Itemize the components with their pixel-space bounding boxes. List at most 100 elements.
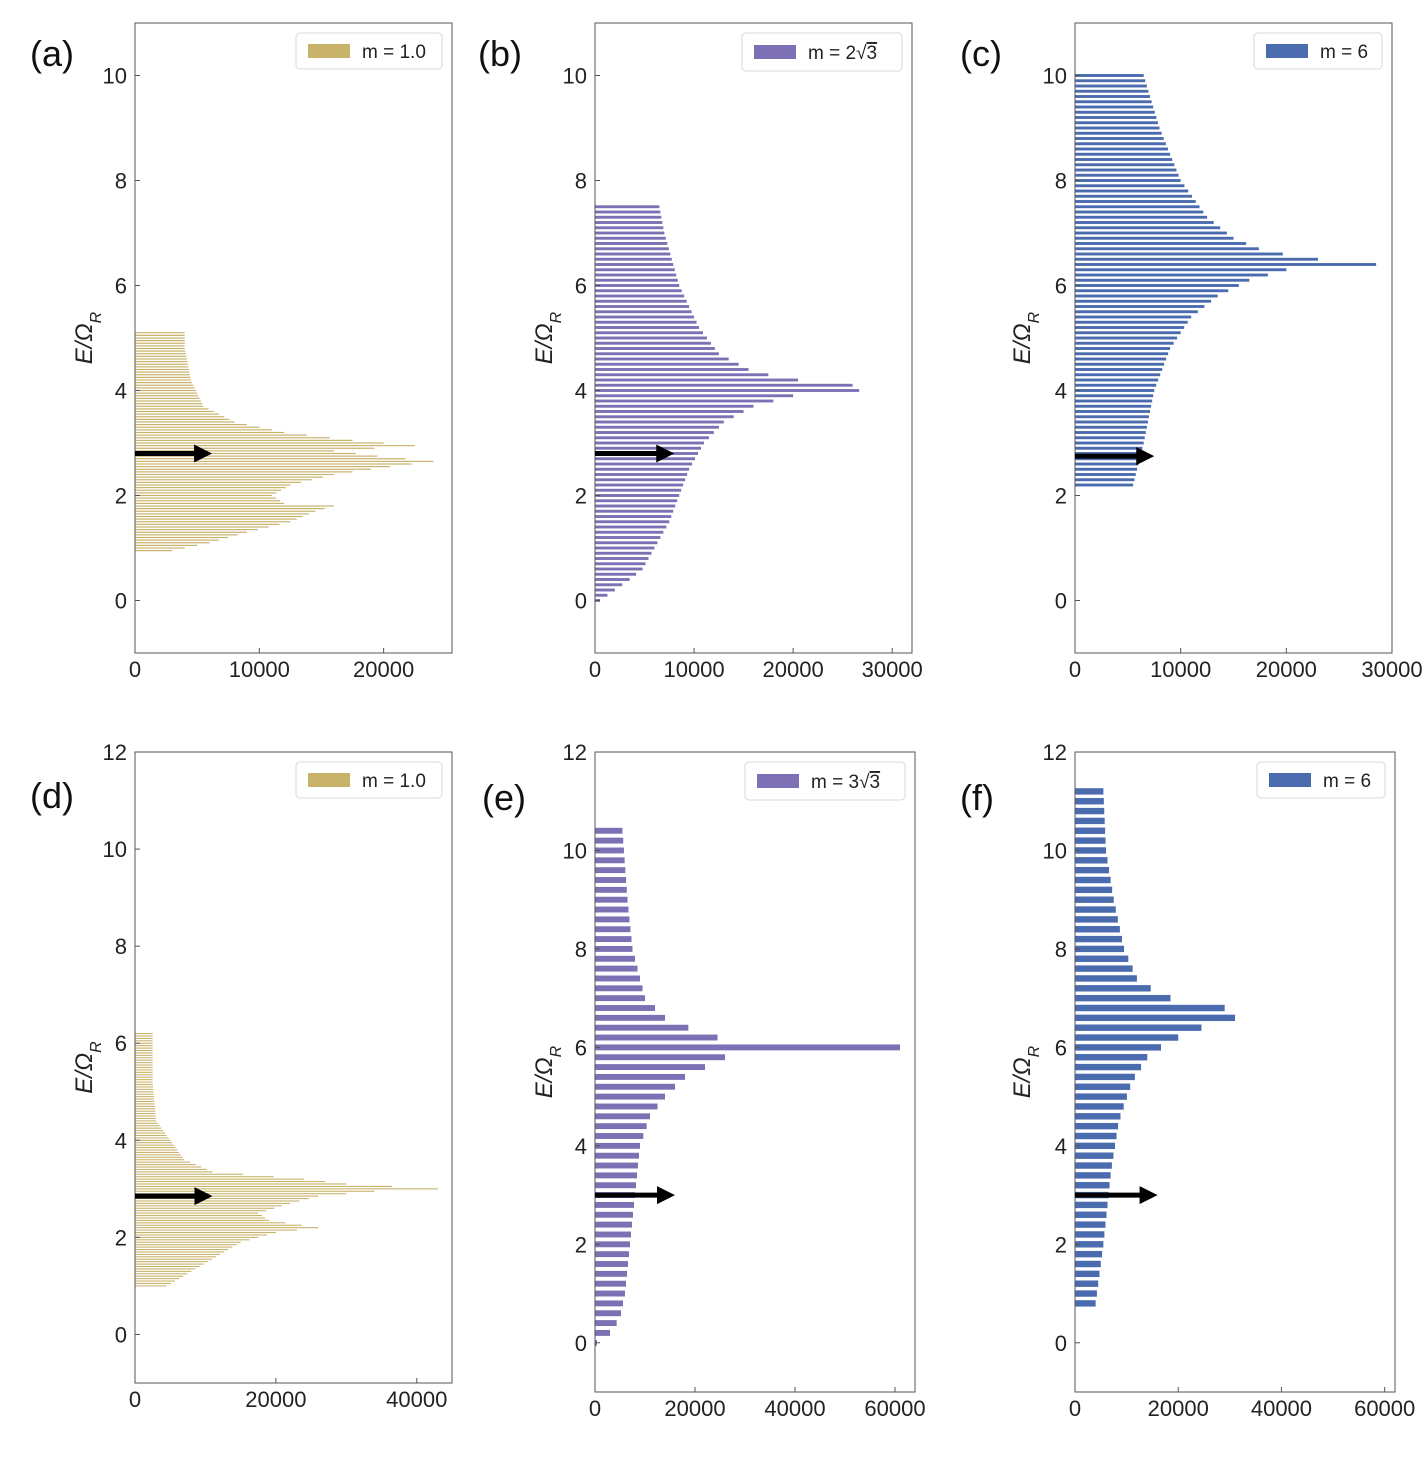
bar — [135, 1239, 250, 1241]
bar — [135, 1091, 154, 1093]
bar — [595, 499, 678, 503]
bar — [135, 1127, 162, 1129]
x-tick-label: 0 — [589, 1396, 601, 1421]
bar — [135, 1198, 309, 1200]
bar — [595, 467, 690, 471]
bar — [135, 1178, 305, 1180]
bar — [135, 1188, 438, 1190]
bar — [135, 1258, 212, 1260]
bar — [595, 1300, 623, 1307]
bar-series — [1075, 788, 1235, 1307]
bar — [1075, 404, 1152, 408]
bar — [135, 1224, 302, 1226]
bar — [595, 867, 626, 874]
bar — [135, 1268, 196, 1270]
bar — [135, 460, 434, 462]
panel-label: (b) — [478, 33, 522, 74]
axes-frame — [1074, 22, 1393, 654]
bar — [595, 299, 687, 303]
bar — [135, 1113, 156, 1115]
bar — [595, 320, 697, 324]
bar — [135, 1261, 208, 1263]
bar — [135, 1142, 172, 1144]
bar — [1075, 1044, 1162, 1051]
bar — [135, 1227, 319, 1229]
y-axis-label-subscript: R — [548, 311, 565, 323]
bar — [135, 431, 285, 434]
bar — [135, 1083, 153, 1086]
x-tick-label: 20000 — [353, 657, 414, 682]
x-tick-label: 20000 — [763, 657, 824, 682]
bar — [135, 434, 307, 436]
bar — [595, 588, 615, 592]
bar — [595, 462, 693, 466]
legend-box — [741, 32, 903, 72]
bar — [1075, 1093, 1127, 1100]
bar — [595, 347, 715, 350]
bar — [135, 1054, 153, 1056]
bar — [1075, 837, 1106, 844]
bar — [135, 497, 276, 499]
legend-label: m = 2√3 — [808, 43, 877, 64]
y-tick-label: 4 — [575, 1134, 587, 1159]
bar — [135, 1244, 237, 1246]
bar — [595, 886, 627, 893]
bar — [1075, 100, 1152, 104]
y-tick-label: 10 — [103, 837, 127, 862]
bar — [135, 542, 210, 544]
bar — [1075, 105, 1154, 109]
bar — [135, 1231, 276, 1234]
bar — [135, 458, 406, 460]
legend-box — [1253, 32, 1383, 70]
bar — [1075, 194, 1192, 198]
legend: m = 3√3 — [744, 761, 906, 801]
bar — [1075, 142, 1166, 146]
bar — [595, 494, 680, 497]
bar — [595, 373, 769, 377]
bar — [135, 1265, 200, 1268]
bar — [595, 1201, 634, 1208]
bar — [135, 1076, 153, 1078]
bar — [595, 965, 638, 972]
bar — [595, 305, 690, 308]
legend: m = 6 — [1253, 32, 1383, 70]
y-tick-label: 4 — [575, 379, 587, 404]
bar — [135, 445, 415, 447]
bar — [135, 479, 313, 481]
axes-frame — [134, 22, 453, 654]
bar — [1075, 436, 1145, 440]
bar — [135, 358, 187, 360]
bar — [135, 529, 258, 531]
y-tick-label: 6 — [1055, 1035, 1067, 1060]
bar — [135, 345, 185, 347]
bar — [1075, 1280, 1099, 1287]
bar — [595, 985, 643, 992]
bar — [135, 1193, 347, 1195]
bar — [135, 355, 187, 357]
bar — [135, 1275, 184, 1277]
bar-series — [135, 332, 434, 552]
y-tick-label: 6 — [115, 274, 127, 299]
y-axis-label-main: E/Ω — [71, 1053, 98, 1094]
bar — [1075, 1113, 1121, 1120]
bar — [595, 415, 734, 419]
bar — [1075, 284, 1239, 287]
bar — [135, 1045, 153, 1047]
bar — [595, 945, 633, 952]
bar — [1075, 257, 1319, 261]
y-tick-label: 2 — [115, 484, 127, 509]
x-tick-label: 0 — [129, 657, 141, 682]
bar — [1075, 147, 1168, 151]
bar — [135, 508, 325, 510]
bar — [1075, 131, 1162, 135]
y-tick-label: 0 — [575, 1331, 587, 1356]
bar — [595, 1162, 638, 1169]
bar — [595, 1251, 629, 1258]
bar — [1075, 420, 1148, 424]
bar — [1075, 110, 1155, 114]
bar — [595, 352, 719, 356]
bar — [135, 463, 412, 465]
